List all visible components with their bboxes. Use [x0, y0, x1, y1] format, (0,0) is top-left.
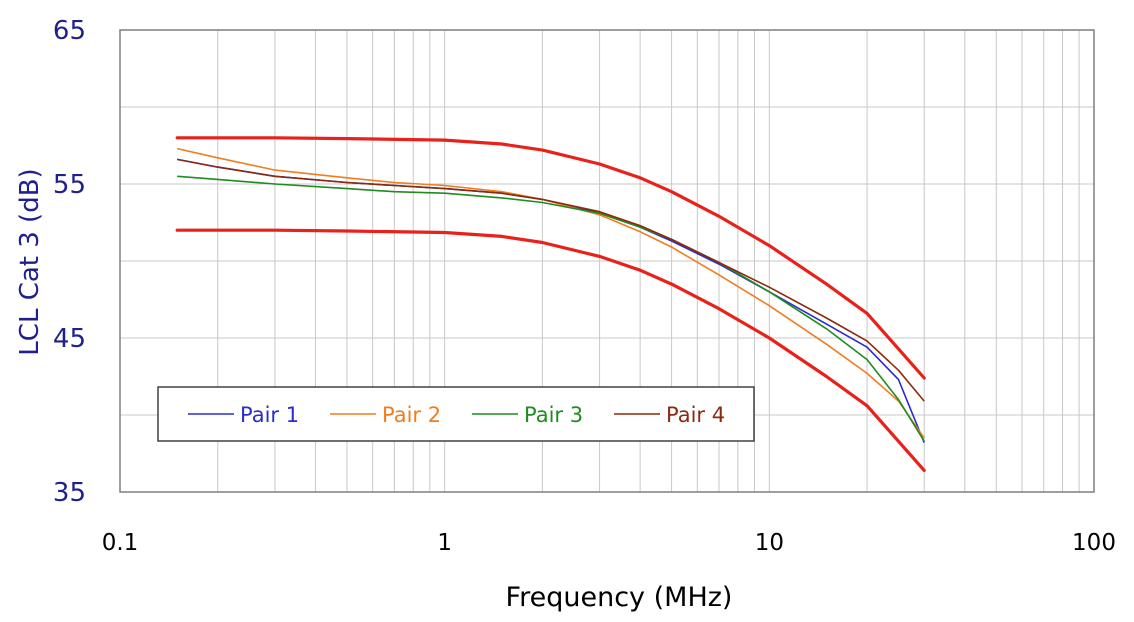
y-tick-labels: 35 45 55 65 [53, 16, 86, 508]
x-axis-title: Frequency (MHz) [506, 582, 733, 613]
x-tick-label: 100 [1072, 530, 1116, 556]
legend-label: Pair 2 [382, 403, 441, 427]
x-tick-label: 1 [437, 530, 452, 556]
legend: Pair 1 Pair 2 Pair 3 Pair 4 [157, 386, 755, 442]
y-tick-label: 45 [53, 324, 86, 354]
x-tick-labels: 0.1 1 10 100 [102, 530, 1116, 556]
y-tick-label: 55 [53, 170, 86, 200]
legend-label: Pair 4 [666, 403, 725, 427]
series-line-pair-4 [177, 158, 925, 402]
legend-label: Pair 3 [524, 403, 583, 427]
x-tick-label: 0.1 [102, 530, 139, 556]
y-axis-title: LCL Cat 3 (dB) [15, 168, 45, 355]
y-tick-label: 65 [53, 16, 86, 46]
plot-frame [119, 29, 1095, 493]
x-tick-label: 10 [755, 530, 784, 556]
limit-lines [175, 136, 926, 472]
series-line-pair-2 [177, 147, 925, 439]
series-line-pair-3 [177, 175, 925, 442]
lower-limit-line [175, 228, 926, 472]
upper-limit-line [175, 136, 926, 380]
series-lines [177, 147, 925, 444]
legend-label: Pair 1 [240, 403, 299, 427]
y-tick-label: 35 [53, 478, 86, 508]
